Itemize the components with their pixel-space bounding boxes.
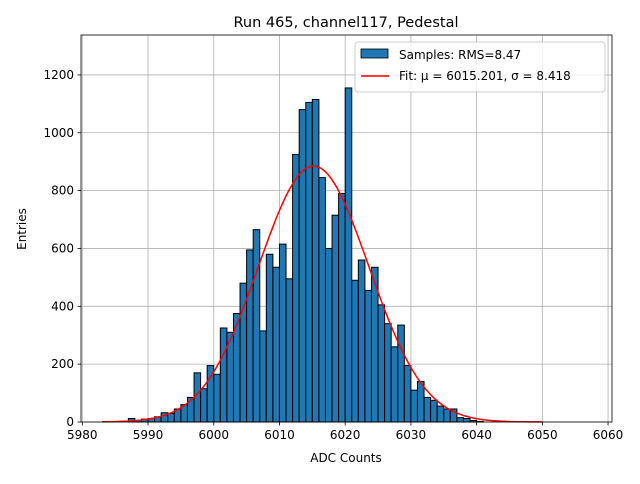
histogram-bar: [252, 229, 261, 423]
histogram-bar: [305, 101, 313, 423]
histogram-bar: [265, 253, 274, 423]
histogram-bar: [298, 109, 307, 423]
histogram-bar: [403, 365, 412, 423]
histogram-bar: [311, 99, 320, 423]
histogram-bar: [246, 249, 254, 423]
y-tick-label: 0: [66, 415, 74, 429]
histogram-bar: [213, 373, 221, 423]
histogram-bar: [377, 304, 386, 423]
histogram-bar: [462, 418, 471, 423]
x-tick-label: 6050: [527, 428, 558, 442]
histogram-bar: [344, 87, 353, 423]
histogram-bar: [384, 323, 392, 423]
x-tick-label: 6030: [396, 428, 427, 442]
x-tick-label: 6060: [593, 428, 624, 442]
histogram-bar: [167, 412, 175, 423]
legend: Samples: RMS=8.47 Fit: μ = 6015.201, σ =…: [354, 41, 606, 93]
histogram-bar: [436, 405, 445, 423]
y-axis-ticks: 0 200 400 600 800 1000 1200: [43, 68, 81, 429]
histogram-bar: [410, 389, 418, 423]
x-tick-label: 5990: [133, 428, 164, 442]
histogram-bar: [364, 289, 372, 423]
y-tick-label: 1200: [43, 68, 74, 82]
histogram-bar: [193, 372, 202, 423]
x-axis-ticks: 5980 5990 6000 6010 6020 6030 6040 6050 6060: [67, 422, 623, 442]
histogram-bar: [318, 177, 326, 423]
chart-title: Run 465, channel117, Pedestal: [233, 15, 458, 31]
legend-samples: Samples: RMS=8.47: [399, 48, 521, 62]
histogram-bar: [390, 346, 399, 423]
legend-fit: Fit: μ = 6015.201, σ = 8.418: [399, 69, 571, 83]
histogram-bar: [423, 396, 432, 423]
histogram-bar: [278, 243, 287, 423]
histogram-bar: [416, 381, 425, 423]
histogram-bar: [285, 278, 294, 423]
legend-bar-swatch: [360, 48, 389, 59]
plot-frame: [80, 34, 613, 423]
histogram-bar: [456, 417, 464, 423]
gaussian-fit-curve: [102, 165, 543, 423]
x-tick-label: 6000: [198, 428, 229, 442]
y-tick-label: 1000: [43, 126, 74, 140]
y-axis-label: Entries: [15, 208, 29, 250]
histogram-bar: [259, 330, 267, 423]
x-axis-label: ADC Counts: [310, 451, 382, 465]
x-tick-label: 6020: [330, 428, 361, 442]
histogram-bar: [338, 193, 346, 423]
histogram-bar: [324, 247, 333, 423]
histogram-bar: [331, 214, 340, 423]
histogram-bar: [443, 408, 451, 423]
histogram-bar: [200, 388, 208, 423]
histogram-bar: [292, 153, 300, 423]
y-tick-label: 400: [51, 299, 74, 313]
histogram-bars: [127, 87, 484, 423]
histogram-bar: [357, 259, 366, 423]
y-tick-label: 200: [51, 357, 74, 371]
x-tick-label: 6040: [461, 428, 492, 442]
histogram-bar: [272, 266, 280, 423]
histogram-bar: [351, 279, 359, 423]
y-tick-label: 600: [51, 241, 74, 255]
histogram-bar: [397, 324, 405, 423]
y-tick-label: 800: [51, 184, 74, 198]
histogram-bar: [219, 327, 228, 423]
x-tick-label: 6010: [264, 428, 295, 442]
x-tick-label: 5980: [67, 428, 98, 442]
histogram-bar: [430, 399, 438, 423]
